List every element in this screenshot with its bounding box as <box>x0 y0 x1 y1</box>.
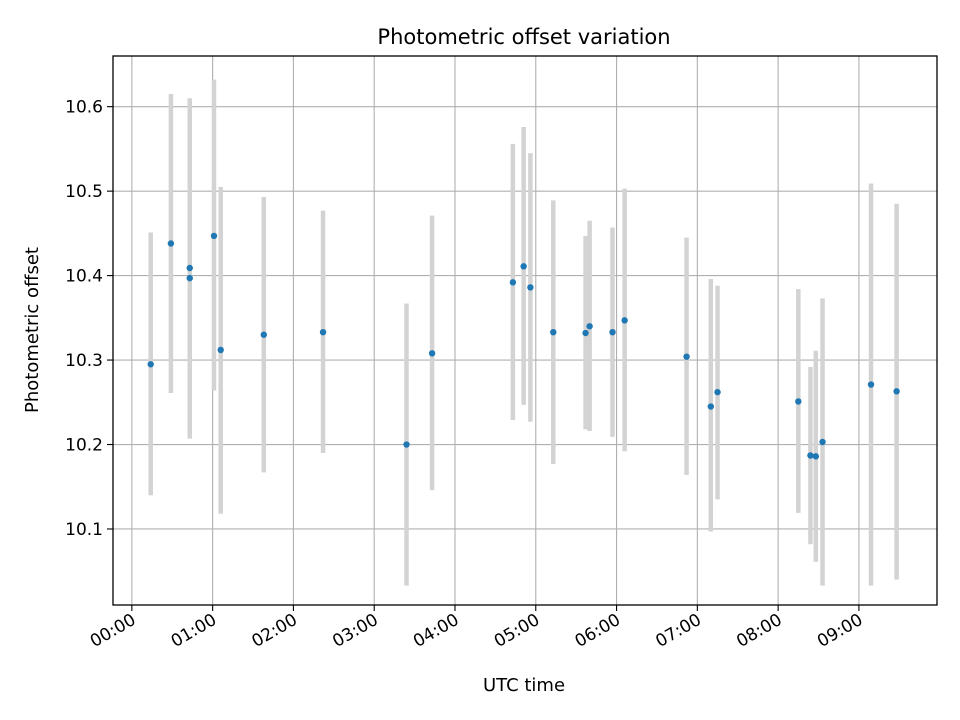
data-point <box>167 240 175 247</box>
y-axis: 10.1 10.2 10.3 10.4 10.5 10.6 <box>65 98 113 540</box>
data-point <box>807 452 814 459</box>
x-tick-label: 06:00 <box>572 610 624 652</box>
y-tick-label: 10.6 <box>65 98 103 118</box>
data-point <box>147 361 154 368</box>
y-tick-label: 10.5 <box>65 182 103 202</box>
data-points <box>147 232 900 460</box>
x-tick-label: 01:00 <box>168 610 220 652</box>
data-point <box>319 328 327 336</box>
data-point <box>893 388 900 395</box>
data-point <box>586 323 593 330</box>
x-tick-label: 04:00 <box>410 610 462 652</box>
data-point <box>812 453 820 460</box>
y-tick-label: 10.4 <box>65 267 103 287</box>
x-axis-title: UTC time <box>483 675 565 696</box>
data-point <box>707 403 715 410</box>
y-tick-label: 10.2 <box>65 436 103 456</box>
x-tick-label: 07:00 <box>652 610 704 652</box>
data-point <box>621 317 628 324</box>
data-point <box>609 328 616 336</box>
x-axis: 00:00 01:00 02:00 03:00 04:00 05:00 06:00 07:00… <box>87 605 866 652</box>
y-tick-label: 10.1 <box>65 520 103 540</box>
data-point <box>260 331 267 338</box>
y-axis-title: Photometric offset <box>22 247 43 413</box>
data-point <box>186 274 193 282</box>
data-point <box>867 381 875 388</box>
data-point <box>582 329 589 337</box>
x-tick-label: 00:00 <box>87 610 139 652</box>
data-point <box>210 232 218 240</box>
data-point <box>819 438 826 446</box>
x-tick-label: 09:00 <box>814 610 866 652</box>
data-point <box>683 353 690 360</box>
chart-title: Photometric offset variation <box>377 25 670 49</box>
data-point <box>509 279 517 286</box>
data-point <box>403 441 410 448</box>
x-tick-label: 02:00 <box>248 610 300 652</box>
data-point <box>428 350 436 357</box>
data-point <box>217 346 224 354</box>
data-point <box>520 263 527 270</box>
x-tick-label: 05:00 <box>491 610 543 652</box>
x-tick-label: 03:00 <box>329 610 381 652</box>
y-tick-label: 10.3 <box>65 351 103 371</box>
data-point <box>714 388 721 396</box>
data-point <box>550 328 557 336</box>
data-point <box>186 264 193 272</box>
data-point <box>527 284 534 291</box>
x-tick-label: 08:00 <box>733 610 785 652</box>
plot-area-frame <box>112 55 938 606</box>
data-point <box>795 398 802 405</box>
